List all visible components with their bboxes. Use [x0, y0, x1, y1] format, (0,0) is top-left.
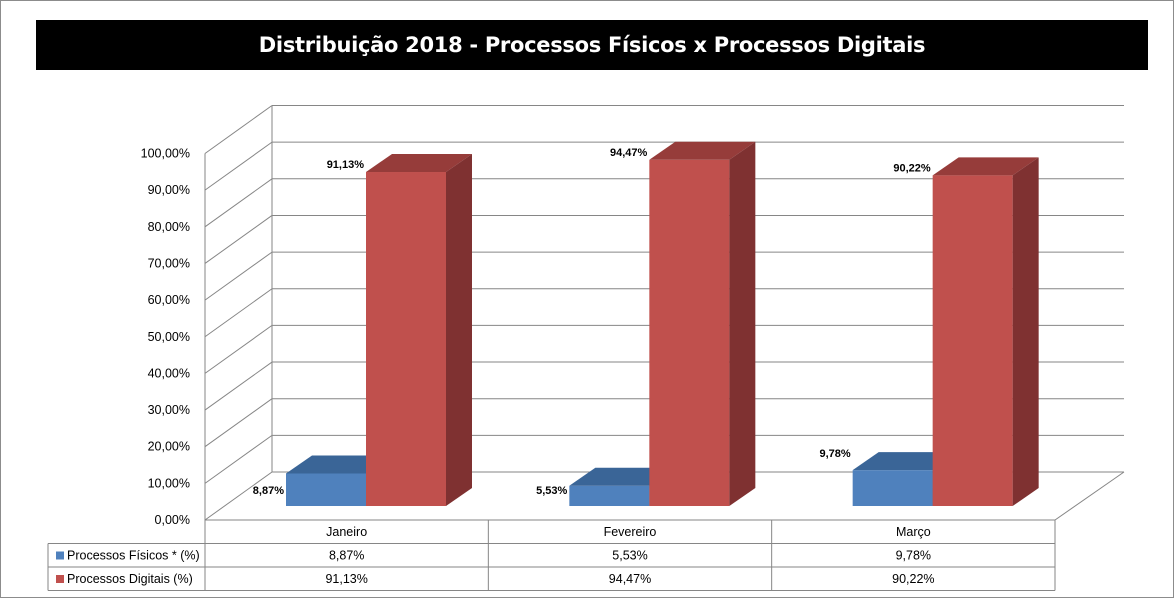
side-gridline: [204, 141, 273, 191]
bar-top: [366, 154, 472, 173]
title-bar: Distribuição 2018 - Processos Físicos x …: [36, 20, 1148, 70]
bar-top: [852, 452, 959, 471]
y-tick-label: 10,00%: [148, 476, 190, 490]
data-label: 9,78%: [819, 448, 850, 460]
y-tick-label: 0,00%: [155, 513, 190, 527]
data-label: 5,53%: [536, 485, 567, 497]
bar: [366, 172, 446, 506]
side-gridline: [204, 215, 273, 264]
bar-top: [286, 455, 392, 474]
side-gridline: [204, 361, 273, 411]
legend-swatch: [56, 575, 64, 583]
y-tick-label: 20,00%: [148, 440, 190, 454]
data-label: 91,13%: [327, 159, 365, 171]
side-gridline: [204, 471, 273, 521]
table-cell: 94,47%: [609, 572, 651, 586]
y-tick-label: 60,00%: [148, 293, 190, 307]
data-label: 94,47%: [610, 147, 648, 159]
legend-swatch: [56, 551, 64, 560]
y-tick-label: 40,00%: [148, 366, 190, 380]
side-gridline: [204, 398, 273, 448]
x-tick-label: Fevereiro: [604, 525, 657, 539]
bar: [852, 470, 933, 506]
data-label: 90,22%: [893, 162, 931, 174]
table-cell: 8,87%: [329, 549, 364, 563]
table-cell: 91,13%: [325, 572, 367, 586]
bar: [649, 159, 730, 506]
y-tick-label: 90,00%: [148, 183, 190, 197]
table-cell: 90,22%: [892, 572, 934, 586]
side-gridline: [204, 434, 273, 484]
bar-side: [729, 141, 756, 506]
chart-title: Distribuição 2018 - Processos Físicos x …: [258, 33, 926, 57]
x-tick-label: Março: [896, 525, 931, 539]
y-tick-label: 100,00%: [141, 147, 190, 161]
bar-side: [1012, 157, 1039, 507]
bar-top: [569, 467, 676, 486]
y-tick-label: 70,00%: [148, 256, 190, 270]
y-tick-label: 50,00%: [148, 330, 190, 344]
table-cell: 9,78%: [896, 549, 931, 563]
bar-top: [649, 141, 756, 160]
side-gridline: [204, 251, 273, 301]
side-gridline: [204, 324, 273, 374]
legend-entry: Processos Digitais (%): [67, 572, 193, 586]
data-label: 8,87%: [253, 485, 284, 497]
bar: [569, 485, 650, 506]
x-tick-label: Janeiro: [326, 525, 367, 539]
side-gridline: [204, 105, 273, 154]
bar: [932, 175, 1013, 507]
legend-entry: Processos Físicos * (%): [67, 549, 200, 563]
table-cell: 5,53%: [612, 549, 647, 563]
bar-top: [932, 157, 1039, 176]
side-gridline: [204, 288, 273, 338]
y-tick-label: 30,00%: [148, 403, 190, 417]
side-gridline: [204, 178, 273, 228]
y-tick-label: 80,00%: [148, 220, 190, 234]
bar-side: [446, 154, 472, 506]
bar: [286, 473, 366, 506]
